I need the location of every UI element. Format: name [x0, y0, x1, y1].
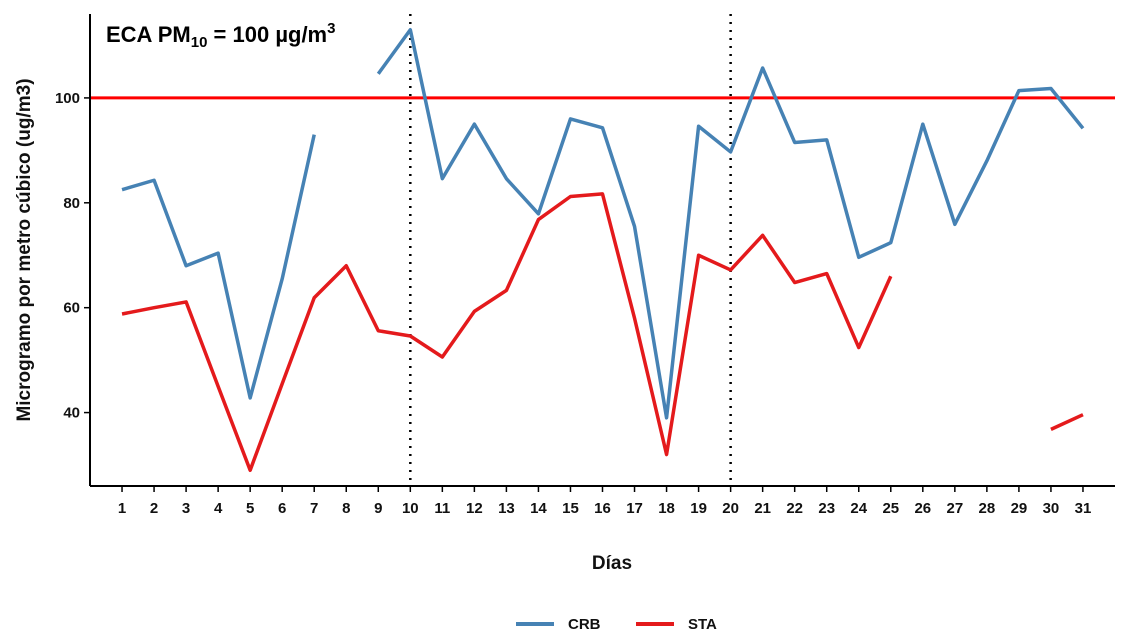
x-tick-label-20: 20 — [722, 500, 739, 517]
x-tick-label-4: 4 — [214, 500, 223, 517]
x-tick-label-18: 18 — [658, 500, 675, 517]
x-tick-label-23: 23 — [818, 500, 835, 517]
legend-label-crb: CRB — [568, 616, 601, 633]
reference-lines — [90, 14, 1115, 486]
x-tick-label-12: 12 — [466, 500, 483, 517]
x-tick-label-31: 31 — [1075, 500, 1092, 517]
y-tick-label-40: 40 — [63, 405, 80, 422]
annotation-superscript: 3 — [327, 20, 335, 37]
x-tick-label-14: 14 — [530, 500, 547, 517]
x-tick-label-27: 27 — [947, 500, 964, 517]
x-tick-label-29: 29 — [1011, 500, 1028, 517]
x-tick-label-5: 5 — [246, 500, 254, 517]
x-tick-label-15: 15 — [562, 500, 579, 517]
threshold-annotation: ECA PM10 = 100 µg/m3 — [106, 20, 335, 51]
x-axis-title: Días — [592, 553, 632, 574]
x-tick-label-19: 19 — [690, 500, 707, 517]
x-tick-label-21: 21 — [754, 500, 771, 517]
x-tick-label-25: 25 — [882, 500, 899, 517]
x-tick-label-13: 13 — [498, 500, 515, 517]
y-axis-title: Microgramo por metro cúbico (ug/m3) — [14, 78, 35, 421]
legend-label-sta: STA — [688, 616, 717, 633]
x-tick-label-6: 6 — [278, 500, 286, 517]
x-tick-label-24: 24 — [850, 500, 867, 517]
series-line-crb-segment-0 — [121, 134, 316, 400]
x-tick-label-16: 16 — [594, 500, 611, 517]
x-tick-label-9: 9 — [374, 500, 382, 517]
x-tick-label-3: 3 — [182, 500, 190, 517]
x-tick-label-28: 28 — [979, 500, 996, 517]
y-tick-label-100: 100 — [55, 90, 80, 107]
annotation-middle: = 100 µg/m — [207, 22, 327, 47]
x-tick-label-26: 26 — [914, 500, 931, 517]
annotation-prefix: ECA PM — [106, 22, 191, 47]
x-tick-label-8: 8 — [342, 500, 350, 517]
y-tick-label-60: 60 — [63, 300, 80, 317]
annotation-subscript: 10 — [191, 34, 208, 51]
x-tick-label-10: 10 — [402, 500, 419, 517]
x-tick-label-30: 30 — [1043, 500, 1060, 517]
x-tick-label-2: 2 — [150, 500, 158, 517]
x-tick-label-11: 11 — [434, 500, 450, 517]
series-layer — [121, 27, 1085, 473]
x-tick-label-22: 22 — [786, 500, 803, 517]
y-tick-label-80: 80 — [63, 195, 80, 212]
x-tick-label-7: 7 — [310, 500, 318, 517]
x-tick-label-1: 1 — [118, 500, 126, 517]
series-line-sta-segment-1 — [1050, 413, 1084, 431]
x-tick-label-17: 17 — [626, 500, 643, 517]
legend: CRB STA — [516, 616, 717, 633]
